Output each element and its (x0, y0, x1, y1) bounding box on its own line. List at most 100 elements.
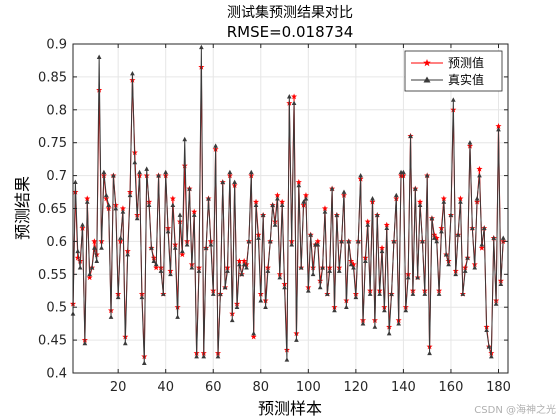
data-point-actual (175, 314, 180, 319)
axis-ticks: 20 40 60 80 100 120 140 160 180 0.4 0.45 0.5 0.55 0.6… (38, 38, 511, 396)
data-point-actual (458, 199, 463, 204)
data-point-actual (196, 268, 202, 273)
data-point-predicted (103, 195, 110, 202)
data-point-actual (122, 340, 128, 346)
data-point-actual (353, 294, 359, 300)
data-point-actual (111, 173, 116, 178)
data-point-actual (403, 307, 409, 313)
data-point-actual (170, 202, 176, 208)
data-point-actual (237, 261, 242, 267)
data-point-actual (441, 199, 447, 204)
data-point-actual (301, 199, 306, 204)
data-point-actual (467, 140, 473, 145)
data-point-actual (303, 196, 309, 201)
y-tick-label: 0.45 (38, 334, 67, 349)
data-point-actual (248, 169, 254, 175)
data-point-predicted (119, 205, 126, 212)
data-point-predicted (150, 254, 157, 261)
data-point-predicted (462, 264, 469, 271)
watermark: CSDN @海神之光 (474, 403, 556, 416)
data-point-actual (355, 238, 361, 244)
data-point-actual (417, 202, 423, 208)
data-point-actual (267, 238, 273, 244)
data-point-predicted (91, 238, 98, 244)
data-point-actual (351, 265, 356, 270)
legend-marker-actual (423, 76, 431, 83)
data-point-actual (332, 307, 337, 313)
data-point-actual (412, 186, 418, 191)
data-point-actual (239, 271, 245, 277)
data-point-actual (286, 94, 292, 99)
data-point-actual (80, 222, 85, 227)
y-tick-label: 0.4 (46, 367, 67, 382)
data-point-actual (429, 215, 435, 221)
data-point-actual (410, 291, 416, 296)
x-tick-label: 140 (391, 380, 416, 395)
data-point-actual (213, 143, 218, 148)
data-point-predicted (476, 165, 483, 172)
data-point-actual (132, 159, 138, 165)
data-point-actual (220, 179, 226, 184)
data-point-actual (153, 261, 159, 267)
data-point-actual (481, 225, 487, 231)
data-point-actual (294, 337, 299, 342)
x-tick-label: 160 (439, 380, 464, 395)
chart-subtitle: RMSE=0.018734 (227, 23, 354, 41)
data-point-actual (439, 228, 444, 234)
data-point-predicted (378, 244, 386, 251)
data-point-actual (137, 169, 142, 175)
y-tick-label: 0.7 (46, 169, 67, 184)
data-point-actual (320, 265, 325, 270)
data-point-actual (77, 265, 83, 270)
data-point-actual (113, 205, 119, 211)
data-point-actual (367, 291, 373, 296)
data-point-actual (408, 133, 413, 138)
y-tick-label: 0.8 (46, 103, 67, 118)
data-point-actual (363, 258, 368, 263)
data-point-actual (168, 271, 173, 277)
data-point-actual (99, 245, 104, 250)
x-tick-label: 180 (486, 380, 511, 395)
data-point-actual (279, 202, 285, 208)
data-point-actual (199, 44, 204, 50)
data-point-actual (374, 212, 380, 217)
data-point-actual (234, 304, 240, 310)
data-point-actual (434, 238, 440, 244)
data-point-actual (206, 196, 211, 201)
data-point-actual (241, 261, 247, 267)
data-point-actual (420, 238, 425, 244)
data-point-actual (327, 268, 333, 273)
series-line-actual (72, 47, 504, 364)
data-point-predicted (250, 333, 257, 340)
data-point-actual (103, 192, 109, 198)
data-point-actual (203, 245, 209, 250)
data-point-predicted (302, 192, 309, 198)
data-point-predicted (440, 195, 447, 202)
data-point-actual (260, 212, 266, 217)
data-point-actual (431, 235, 437, 240)
data-point-predicted (495, 123, 502, 129)
data-point-actual (296, 182, 302, 188)
data-point-actual (158, 268, 164, 273)
data-point-actual (460, 291, 466, 296)
data-point-actual (465, 255, 470, 260)
data-point-actual (125, 251, 131, 257)
data-point-actual (75, 248, 81, 254)
data-point-actual (382, 307, 387, 313)
data-point-actual (163, 169, 169, 175)
data-point-actual (386, 330, 392, 336)
data-point-actual (496, 126, 501, 132)
data-point-actual (422, 291, 428, 296)
data-point-actual (210, 291, 216, 296)
data-point-actual (498, 281, 504, 286)
data-point-actual (474, 196, 480, 201)
data-point-actual (160, 291, 166, 296)
data-point-actual (139, 294, 145, 300)
legend-label-actual: 真实值 (448, 72, 484, 87)
data-point-actual (106, 202, 111, 208)
y-axis-label: 预测结果 (13, 176, 32, 240)
data-point-predicted (321, 205, 329, 212)
data-point-actual (144, 166, 150, 171)
data-point-actual (277, 274, 283, 280)
data-point-actual (108, 314, 114, 319)
